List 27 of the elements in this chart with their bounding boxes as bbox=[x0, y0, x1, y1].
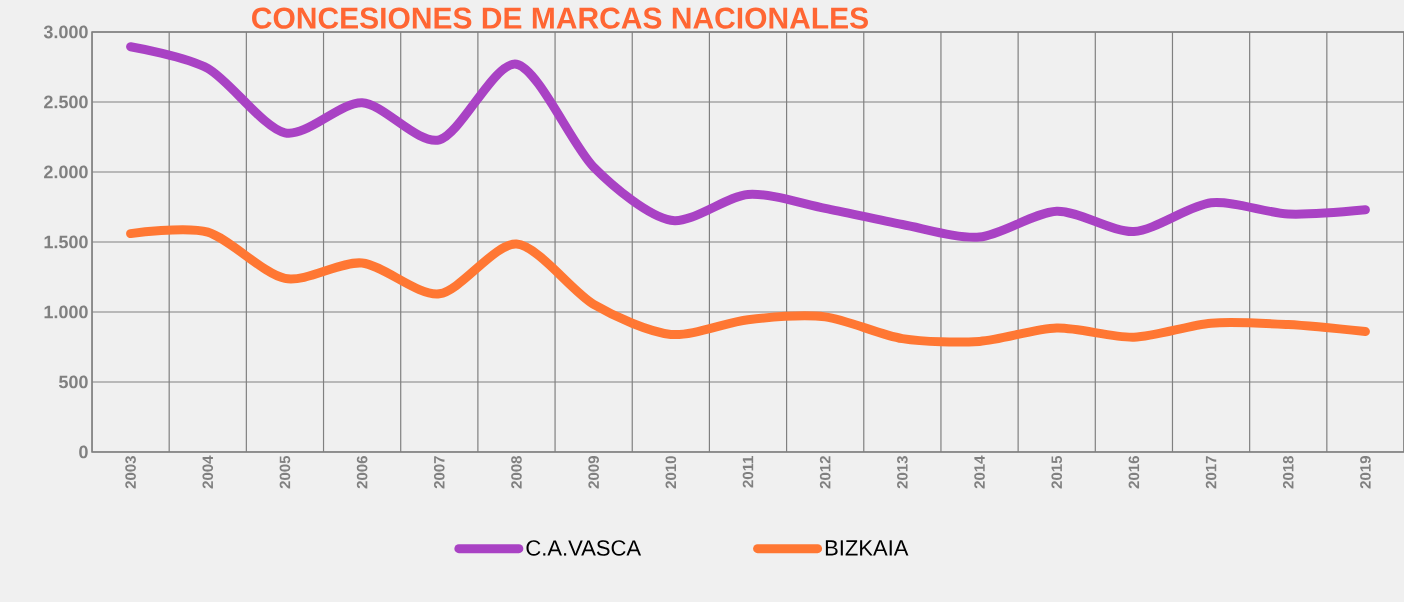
x-tick-label: 2011 bbox=[742, 455, 754, 488]
x-tick-label: 2018 bbox=[1282, 456, 1294, 489]
x-tick-label: 2019 bbox=[1360, 456, 1371, 489]
x-tick-label: 2004 bbox=[202, 455, 214, 489]
x-tick-label: 2005 bbox=[279, 455, 291, 489]
x-tick-label: 2012 bbox=[819, 456, 831, 489]
x-tick-label: 2009 bbox=[588, 456, 599, 489]
x-tick-label: 2014 bbox=[974, 455, 985, 489]
x-tick-label: 2006 bbox=[356, 456, 368, 489]
chart-title: CONCESIONES DE MARCAS NACIONALES bbox=[252, 7, 868, 29]
legend-label: BIZKAIA bbox=[825, 540, 909, 556]
y-tick-label: 1.500 bbox=[44, 235, 88, 249]
x-tick-label: 2016 bbox=[1128, 456, 1140, 489]
y-tick-label: 500 bbox=[58, 375, 88, 389]
y-tick-label: 3.000 bbox=[43, 25, 88, 39]
x-tick-label: 2007 bbox=[433, 456, 445, 489]
legend-label: C.A.VASCA bbox=[526, 540, 642, 556]
x-tick-label: 2015 bbox=[1051, 455, 1063, 489]
x-tick-label: 2010 bbox=[665, 456, 677, 489]
y-tick-label: 2.000 bbox=[44, 165, 88, 179]
y-tick-label: 2.500 bbox=[44, 95, 88, 109]
x-tick-label: 2008 bbox=[511, 456, 522, 489]
x-tick-label: 2003 bbox=[125, 456, 136, 489]
y-tick-label: 1.000 bbox=[44, 305, 88, 319]
x-tick-label: 2013 bbox=[897, 456, 908, 489]
y-tick-label: 0 bbox=[79, 445, 88, 459]
x-tick-label: 2017 bbox=[1205, 456, 1217, 489]
